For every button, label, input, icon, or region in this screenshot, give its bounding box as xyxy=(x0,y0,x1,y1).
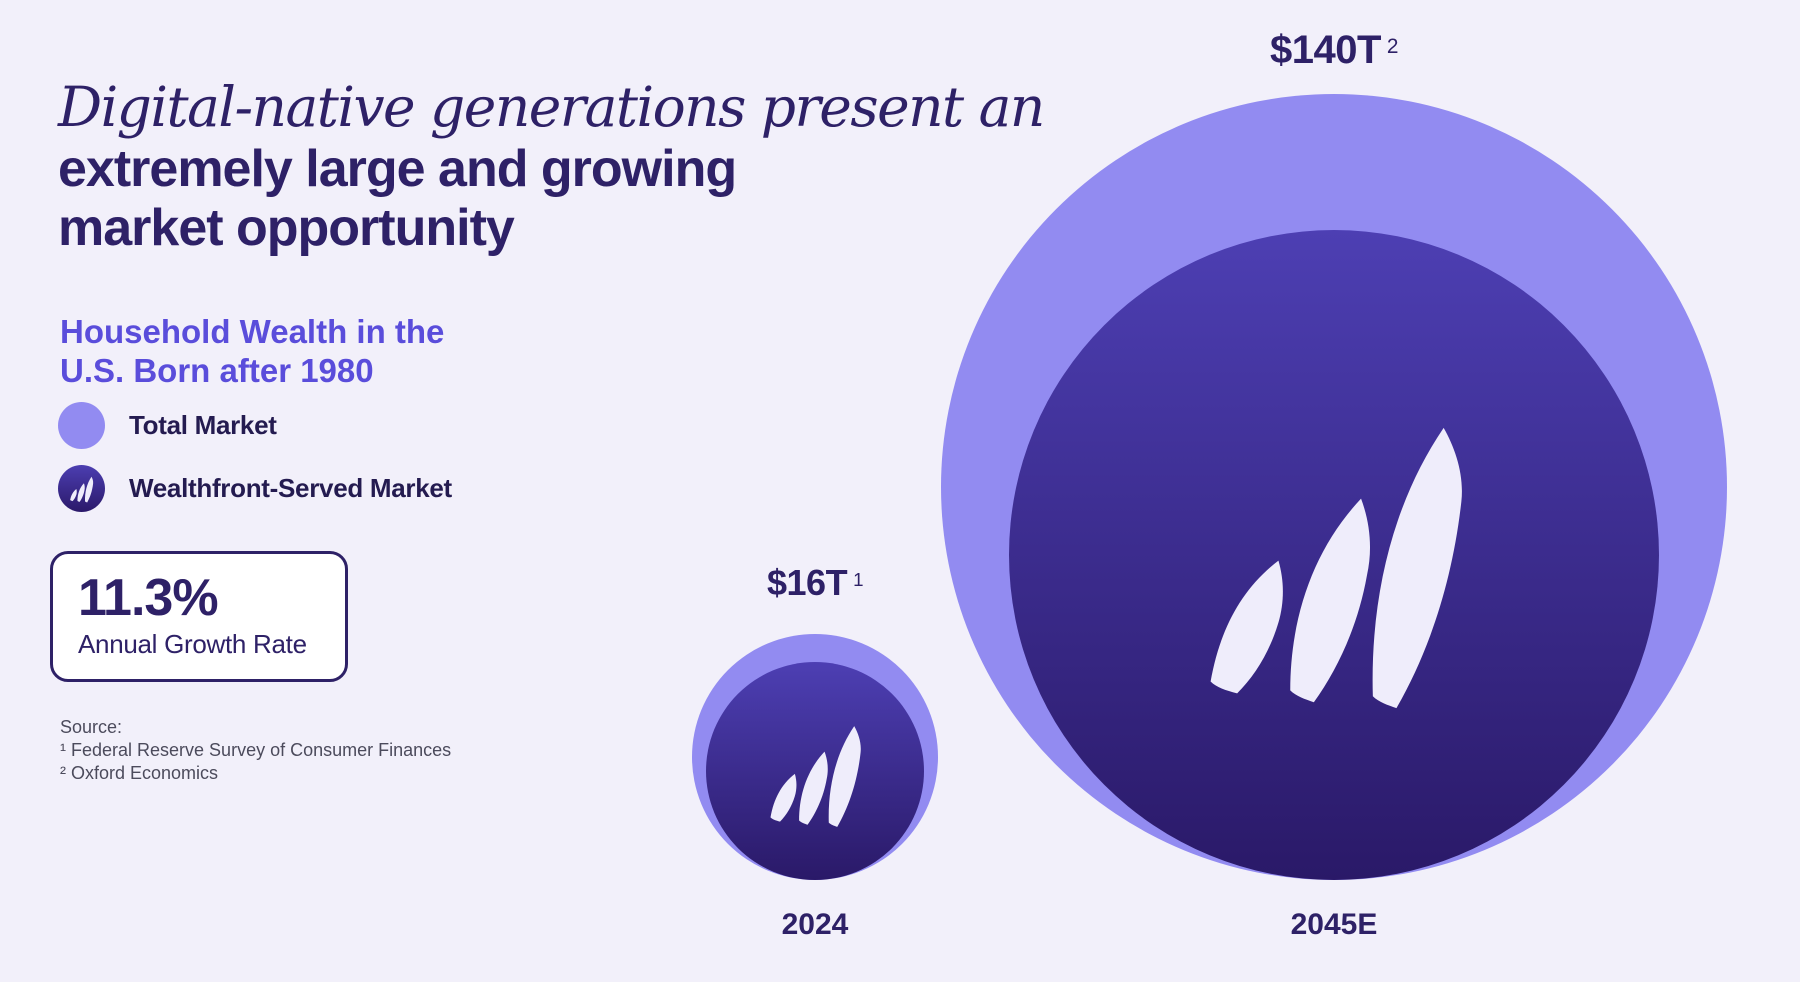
wealthfront-logo-icon xyxy=(762,723,868,829)
value-2045e: $140T xyxy=(1270,28,1381,72)
legend-label-served-market: Wealthfront-Served Market xyxy=(129,473,452,503)
title-bold-line-2: market opportunity xyxy=(58,199,515,257)
bubble-2045e-served-market xyxy=(1009,230,1659,880)
footnote-marker-2: 2 xyxy=(1386,34,1399,58)
title-italic-line: Digital-native generations present an xyxy=(58,75,1045,139)
growth-rate-value: 11.3% xyxy=(78,569,219,627)
value-2024: $16T xyxy=(767,562,848,603)
source-note: Source: ¹ Federal Reserve Survey of Cons… xyxy=(60,716,451,785)
title-bold-line-1: extremely large and growing xyxy=(58,140,737,198)
legend-item-served-market: Wealthfront-Served Market xyxy=(58,465,452,512)
source-line-2: ² Oxford Economics xyxy=(60,763,219,783)
legend-label-total-market: Total Market xyxy=(129,410,277,440)
chart-subtitle: Household Wealth in the U.S. Born after … xyxy=(60,312,444,390)
legend-item-total-market: Total Market xyxy=(58,402,452,449)
served-market-swatch xyxy=(58,465,105,512)
chart-legend: Total Market Wealthfront-Served Market xyxy=(58,402,452,512)
chart-subtitle-line-2: U.S. Born after 1980 xyxy=(60,352,374,389)
wealthfront-logo-icon xyxy=(68,476,95,503)
value-label-2024: $16T 1 xyxy=(642,562,988,604)
value-label-2045e: $140T 2 xyxy=(1134,28,1534,73)
axis-label-2024: 2024 xyxy=(781,908,849,941)
axis-label-2045e: 2045E xyxy=(1290,908,1378,941)
wealthfront-logo-icon xyxy=(1187,419,1482,714)
source-heading: Source: xyxy=(60,717,123,737)
total-market-swatch xyxy=(58,402,105,449)
chart-subtitle-line-1: Household Wealth in the xyxy=(60,313,445,350)
growth-rate-card: 11.3% Annual Growth Rate xyxy=(50,551,348,682)
footnote-marker-1: 1 xyxy=(853,568,863,590)
growth-rate-label: Annual Growth Rate xyxy=(78,629,307,659)
bubble-2024-served-market xyxy=(706,662,924,880)
page-title: Digital-native generations present an ex… xyxy=(58,74,1045,258)
source-line-1: ¹ Federal Reserve Survey of Consumer Fin… xyxy=(60,740,452,760)
